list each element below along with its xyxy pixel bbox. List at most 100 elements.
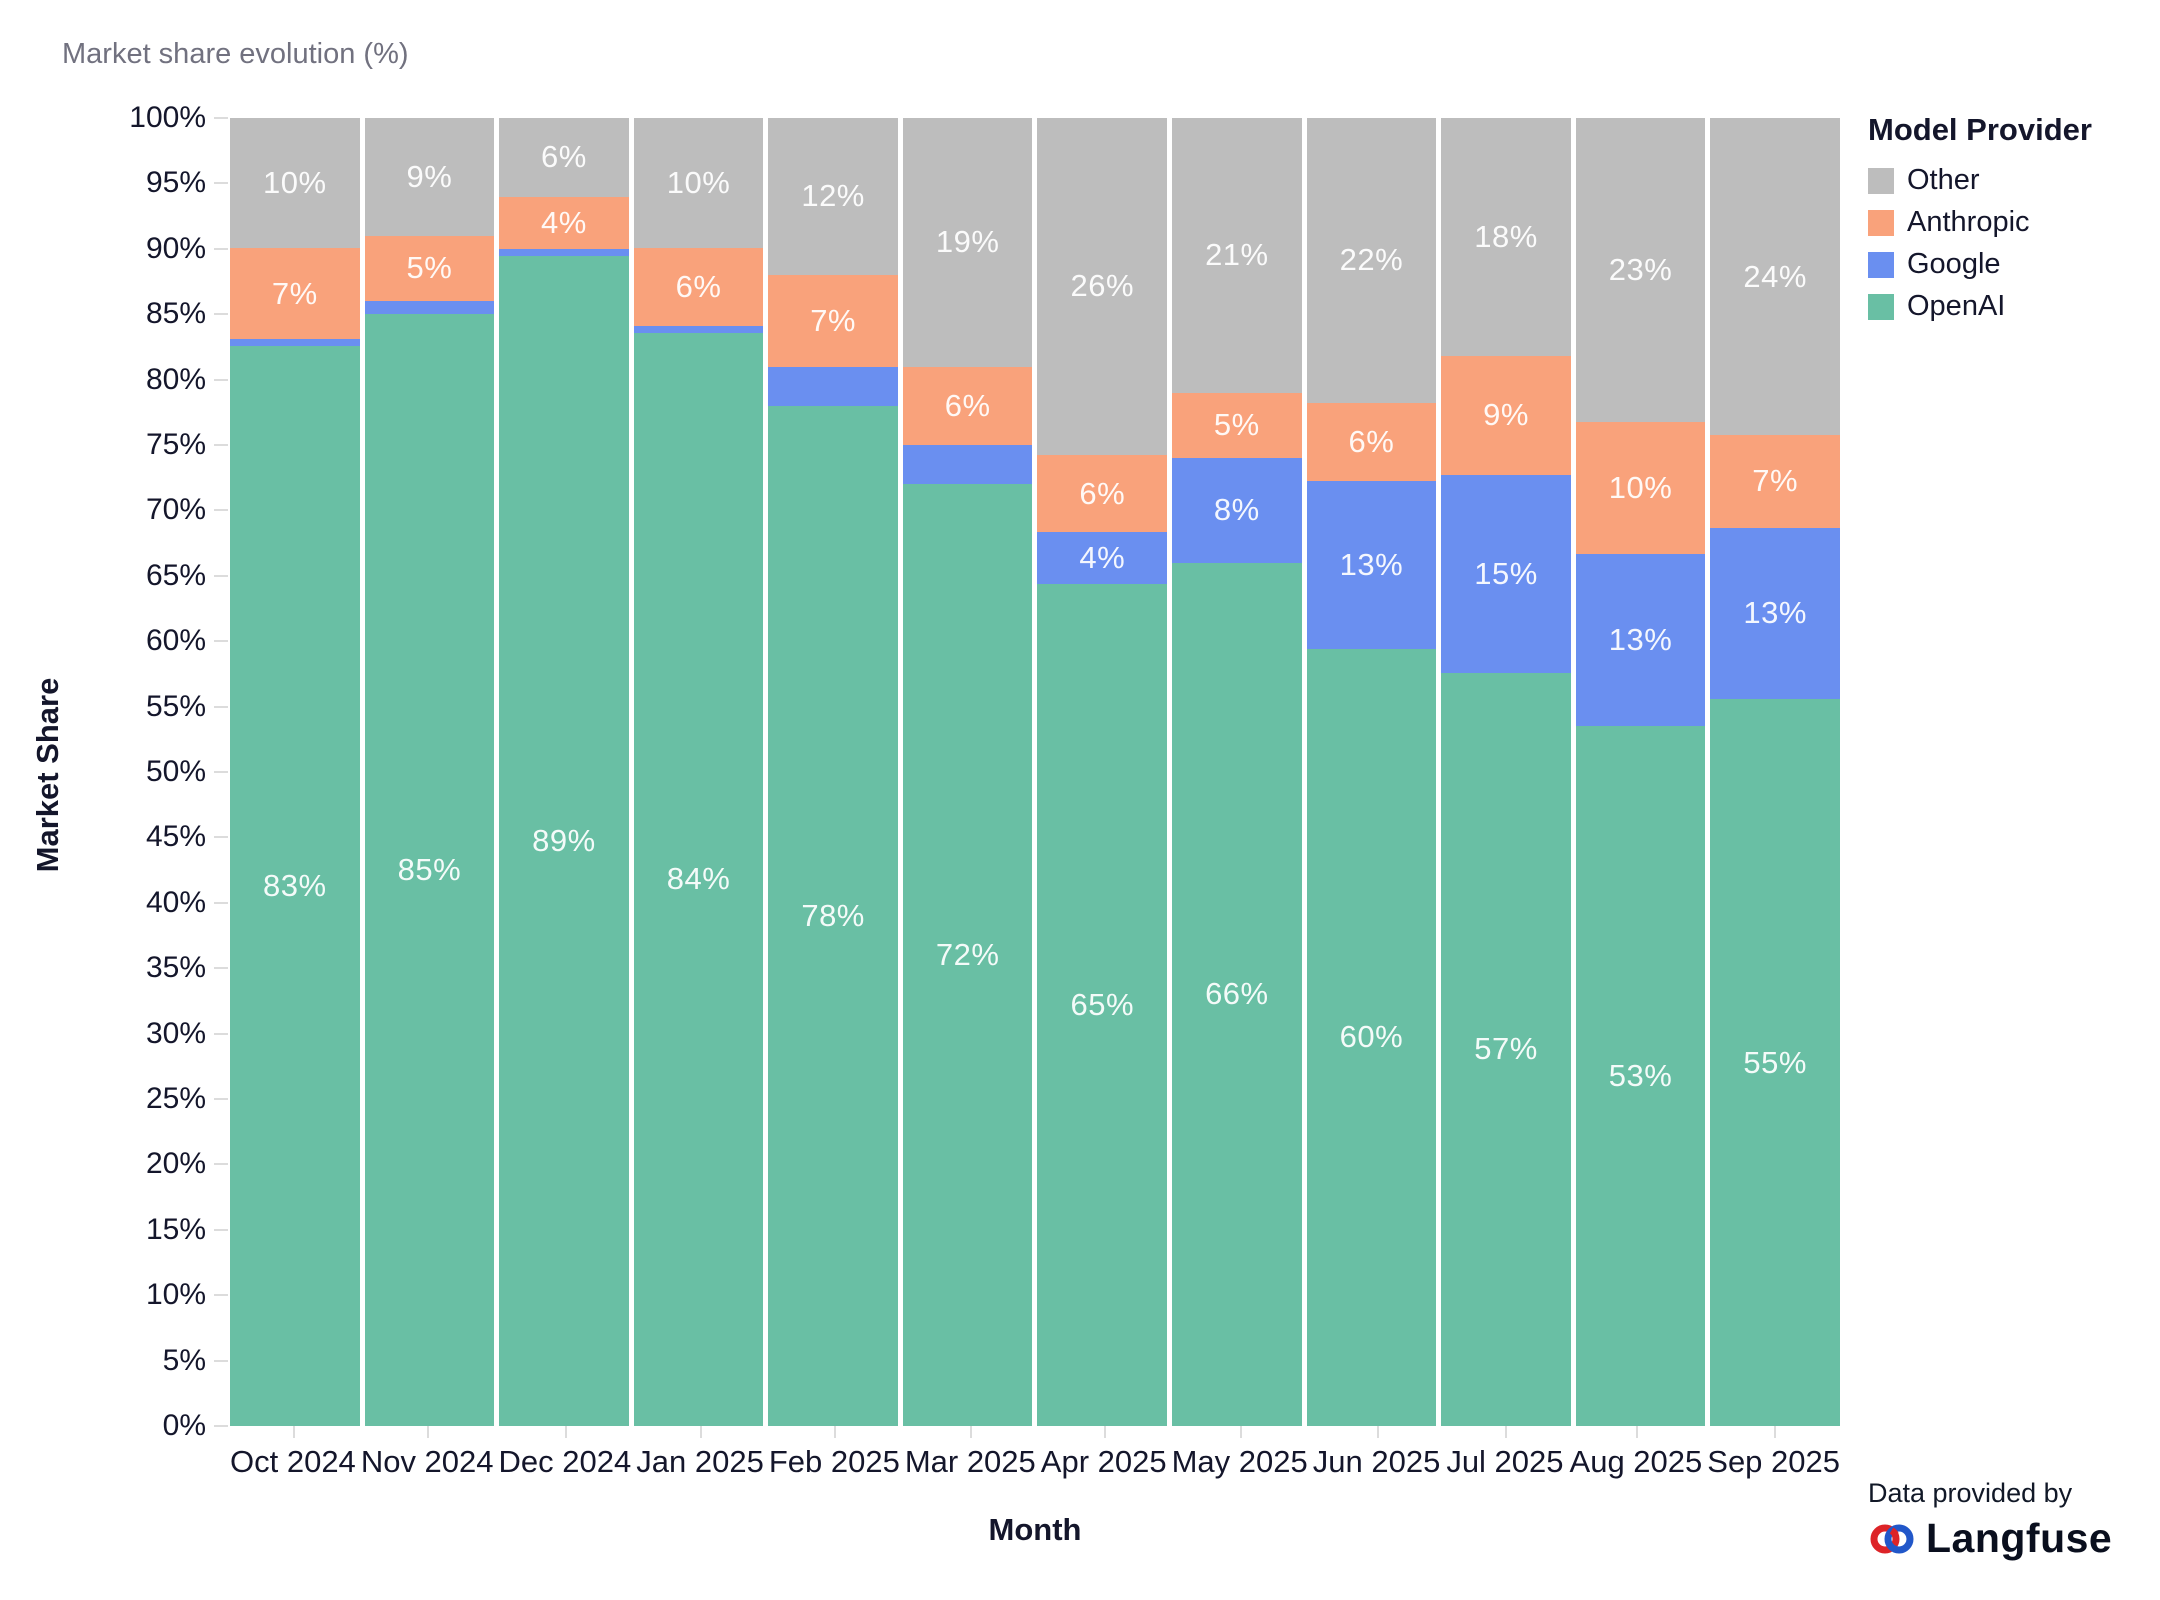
bar-segment-label: 26% bbox=[1070, 268, 1135, 304]
bar-segment-google[interactable] bbox=[768, 366, 898, 406]
bar-segment-label: 89% bbox=[532, 822, 596, 858]
legend-item-other[interactable]: Other bbox=[1868, 164, 2092, 197]
bar-segment-label: 24% bbox=[1743, 258, 1807, 294]
bar-segment-label: 18% bbox=[1474, 218, 1538, 254]
bar-segment-label: 4% bbox=[541, 205, 587, 241]
bar-segment-label: 53% bbox=[1608, 1057, 1673, 1093]
bar-segment-google[interactable] bbox=[902, 444, 1033, 485]
langfuse-logo[interactable]: Langfuse bbox=[1868, 1515, 2112, 1562]
bar-segment-label: 13% bbox=[1608, 621, 1673, 657]
y-tick-mark bbox=[214, 640, 228, 643]
bar-segment-label: 6% bbox=[541, 139, 587, 175]
bar-segment-google[interactable]: 8% bbox=[1172, 458, 1302, 563]
y-tick-mark bbox=[214, 1294, 228, 1297]
bar-segment-label: 5% bbox=[406, 250, 453, 286]
bar-segment-label: 66% bbox=[1205, 976, 1269, 1012]
bars-container: 10% 7% 83% 9% 5% 85% 6% 4% 89% 10% 6% 84% 12% 7% 78% 19… bbox=[230, 118, 1840, 1426]
bar-segment-openai[interactable]: 78% bbox=[768, 405, 898, 1426]
y-tick-label: 80% bbox=[145, 362, 206, 396]
bar-segment-openai[interactable]: 84% bbox=[633, 332, 764, 1426]
legend-item-anthropic[interactable]: Anthropic bbox=[1868, 206, 2092, 239]
bar-segment-openai[interactable]: 60% bbox=[1306, 648, 1437, 1426]
bar-segment-openai[interactable]: 85% bbox=[364, 314, 495, 1426]
bar-segment-anthropic[interactable]: 9% bbox=[1441, 355, 1571, 475]
legend-item-openai[interactable]: OpenAI bbox=[1868, 290, 2092, 323]
bar-segment-other[interactable]: 22% bbox=[1306, 118, 1437, 403]
bar-segment-other[interactable]: 19% bbox=[902, 118, 1033, 367]
bar-segment-google[interactable]: 15% bbox=[1441, 474, 1571, 673]
y-tick-mark bbox=[214, 313, 228, 316]
bar-segment-label: 8% bbox=[1213, 492, 1260, 528]
bar-segment-openai[interactable]: 65% bbox=[1037, 584, 1168, 1426]
bar-segment-google[interactable]: 13% bbox=[1306, 480, 1437, 649]
bar-segment-openai[interactable]: 55% bbox=[1710, 699, 1840, 1426]
bar-segment-google[interactable] bbox=[364, 301, 495, 315]
bar-segment-other[interactable]: 10% bbox=[230, 118, 360, 249]
langfuse-knot-icon bbox=[1868, 1519, 1916, 1559]
bar-segment-anthropic[interactable]: 6% bbox=[1037, 454, 1168, 533]
legend-swatch bbox=[1868, 209, 1894, 236]
y-tick-mark bbox=[214, 1359, 228, 1362]
bar-segment-other[interactable]: 6% bbox=[499, 118, 629, 197]
bar-segment-label: 55% bbox=[1743, 1044, 1807, 1080]
y-tick-mark bbox=[214, 247, 228, 250]
bar-segment-openai[interactable]: 57% bbox=[1441, 672, 1571, 1426]
x-tick-label: Nov 2024 bbox=[361, 1426, 494, 1480]
bar-segment-label: 65% bbox=[1070, 987, 1135, 1023]
bar-segment-label: 22% bbox=[1339, 242, 1404, 278]
bar-segment-google[interactable] bbox=[230, 339, 360, 346]
bar-segment-google[interactable] bbox=[633, 326, 764, 333]
bar-segment-other[interactable]: 12% bbox=[768, 118, 898, 275]
bar-segment-label: 6% bbox=[1348, 423, 1395, 459]
bar-segment-openai[interactable]: 53% bbox=[1575, 725, 1706, 1426]
bar-segment-anthropic[interactable]: 7% bbox=[230, 248, 360, 340]
bar-segment-anthropic[interactable]: 5% bbox=[1172, 392, 1302, 459]
bar-segment-anthropic[interactable]: 10% bbox=[1575, 421, 1706, 554]
bar-segment-label: 5% bbox=[1213, 407, 1260, 443]
bar-column: 21% 5% 8% 66% bbox=[1172, 118, 1302, 1426]
bar-segment-other[interactable]: 24% bbox=[1710, 118, 1840, 436]
bar-segment-openai[interactable]: 83% bbox=[230, 345, 360, 1426]
bar-segment-other[interactable]: 18% bbox=[1441, 118, 1571, 356]
x-tick-label: Jul 2025 bbox=[1445, 1426, 1564, 1480]
bar-segment-anthropic[interactable]: 7% bbox=[768, 274, 898, 367]
y-tick-mark bbox=[214, 771, 228, 773]
bar-segment-openai[interactable]: 66% bbox=[1172, 562, 1302, 1426]
y-tick-mark bbox=[214, 967, 228, 970]
bar-segment-anthropic[interactable]: 6% bbox=[633, 248, 764, 327]
bar-segment-google[interactable]: 13% bbox=[1710, 527, 1840, 700]
y-tick-label: 65% bbox=[145, 558, 206, 592]
bar-segment-label: 21% bbox=[1205, 237, 1269, 273]
y-tick-mark bbox=[214, 1228, 228, 1231]
bar-segment-label: 23% bbox=[1608, 251, 1673, 287]
bar-segment-anthropic[interactable]: 7% bbox=[1710, 435, 1840, 528]
bar-segment-other[interactable]: 9% bbox=[364, 118, 495, 236]
bar-segment-anthropic[interactable]: 5% bbox=[364, 235, 495, 302]
legend: Model Provider Other Anthropic Google OpenA… bbox=[1868, 112, 2092, 332]
bar-segment-anthropic[interactable]: 6% bbox=[902, 366, 1033, 445]
bar-segment-other[interactable]: 10% bbox=[633, 118, 764, 249]
bar-segment-label: 10% bbox=[1608, 469, 1673, 505]
bar-segment-anthropic[interactable]: 4% bbox=[499, 196, 629, 250]
x-tick-label: Dec 2024 bbox=[499, 1426, 631, 1480]
bar-segment-google[interactable] bbox=[499, 249, 629, 256]
bar-segment-other[interactable]: 21% bbox=[1172, 118, 1302, 393]
x-tick-mark bbox=[1376, 1426, 1379, 1438]
y-tick-label: 60% bbox=[145, 624, 206, 658]
x-tick-mark bbox=[1635, 1426, 1638, 1438]
bar-segment-other[interactable]: 23% bbox=[1575, 118, 1706, 422]
legend-item-google[interactable]: Google bbox=[1868, 248, 2092, 281]
bar-segment-openai[interactable]: 89% bbox=[499, 256, 629, 1426]
y-tick-label: 100% bbox=[129, 101, 206, 134]
bar-segment-label: 7% bbox=[810, 302, 856, 338]
y-tick-mark bbox=[214, 117, 228, 119]
bar-segment-google[interactable]: 4% bbox=[1037, 532, 1168, 585]
bar-segment-anthropic[interactable]: 6% bbox=[1306, 402, 1437, 481]
bar-segment-google[interactable]: 13% bbox=[1575, 553, 1706, 726]
x-tick-mark bbox=[1239, 1426, 1242, 1438]
bar-segment-other[interactable]: 26% bbox=[1037, 118, 1168, 455]
bar-segment-openai[interactable]: 72% bbox=[902, 484, 1033, 1426]
bar-column: 10% 7% 83% bbox=[230, 118, 360, 1426]
bar-column: 9% 5% 85% bbox=[364, 118, 495, 1426]
